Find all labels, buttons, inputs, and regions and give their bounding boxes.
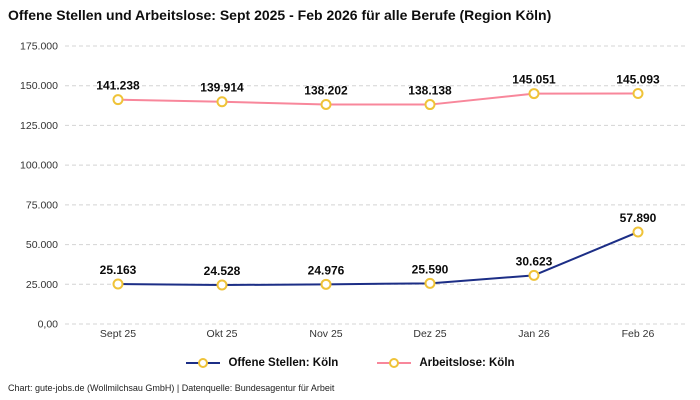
data-point-label: 57.890	[620, 211, 657, 225]
data-point-marker	[632, 88, 644, 100]
data-point-label: 24.976	[308, 263, 345, 277]
data-point-label: 25.590	[412, 262, 449, 276]
legend-label: Arbeitslose: Köln	[419, 357, 515, 369]
y-axis-tick-label: 100.000	[20, 160, 58, 172]
data-point-marker	[528, 269, 540, 281]
data-point-label: 138.138	[408, 84, 452, 98]
data-point-marker	[112, 94, 124, 106]
data-point-label: 145.051	[512, 73, 556, 87]
data-point-label: 141.238	[96, 79, 140, 93]
legend-label: Offene Stellen: Köln	[228, 357, 339, 369]
data-point-label: 139.914	[200, 81, 244, 95]
legend: Offene Stellen: Köln Arbeitslose: Köln	[0, 352, 700, 374]
data-point-marker	[320, 278, 332, 290]
line-chart-canvas: 0,00 25.000 50.000 75.000 100.000 125.000 150.…	[20, 41, 685, 340]
data-point-marker	[216, 279, 228, 291]
attribution-text: Chart: gute-jobs.de (Wollmilchsau GmbH) …	[8, 383, 335, 393]
y-axis-tick-label: 125.000	[20, 120, 58, 132]
data-point-marker	[424, 277, 436, 289]
data-point-marker	[320, 98, 332, 110]
series-line-arbeitslose	[117, 92, 639, 106]
chart-title: Offene Stellen und Arbeitslose: Sept 202…	[8, 7, 552, 23]
legend-item-arbeitslose[interactable]: Arbeitslose: Köln	[376, 357, 515, 369]
data-point-label: 25.163	[100, 263, 137, 277]
x-axis-tick-label: Dez 25	[413, 328, 446, 340]
data-point-label: 145.093	[616, 73, 660, 87]
x-axis-tick-label: Nov 25	[309, 328, 342, 340]
y-axis-tick-label: 150.000	[20, 80, 58, 92]
data-point-label: 30.623	[516, 254, 553, 268]
data-point-marker	[528, 88, 540, 100]
legend-item-offene-stellen[interactable]: Offene Stellen: Köln	[185, 357, 338, 369]
data-point-marker	[216, 96, 228, 108]
y-axis-tick-label: 0,00	[38, 319, 59, 331]
y-axis-tick-label: 175.000	[20, 41, 58, 53]
x-axis-tick-label: Sept 25	[100, 328, 136, 340]
data-point-label: 24.528	[204, 264, 241, 278]
data-point-marker	[424, 99, 436, 111]
x-axis-tick-label: Jan 26	[518, 328, 550, 340]
data-point-marker	[112, 278, 124, 290]
y-axis-tick-label: 50.000	[26, 239, 58, 251]
y-axis-tick-label: 25.000	[26, 279, 58, 291]
series-line-offene-stellen	[117, 231, 639, 287]
data-point-label: 138.202	[304, 83, 348, 97]
line-marker-icon	[186, 358, 221, 368]
x-axis-tick-label: Okt 25	[207, 328, 238, 340]
x-axis-tick-label: Feb 26	[622, 328, 655, 340]
line-marker-icon	[377, 358, 412, 368]
data-point-marker	[632, 226, 644, 238]
y-axis-tick-label: 75.000	[26, 199, 58, 211]
